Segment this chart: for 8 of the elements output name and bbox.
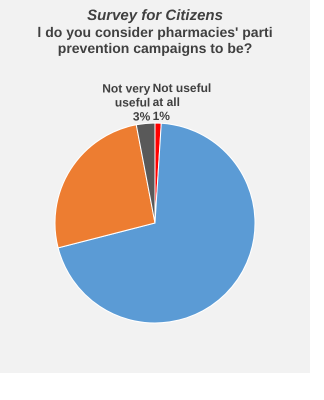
slice-label: Not useful at all	[152, 81, 212, 110]
data-label: 3%	[132, 110, 151, 124]
data-label: 1%	[152, 109, 170, 124]
text: prevention campaigns to be?	[58, 40, 252, 56]
chart-title: Survey for Citizens	[87, 7, 223, 24]
slice-label: Not very useful	[102, 82, 151, 110]
pie-slice	[58, 122, 256, 324]
text: l do you consider pharmacies' parti	[37, 24, 273, 40]
